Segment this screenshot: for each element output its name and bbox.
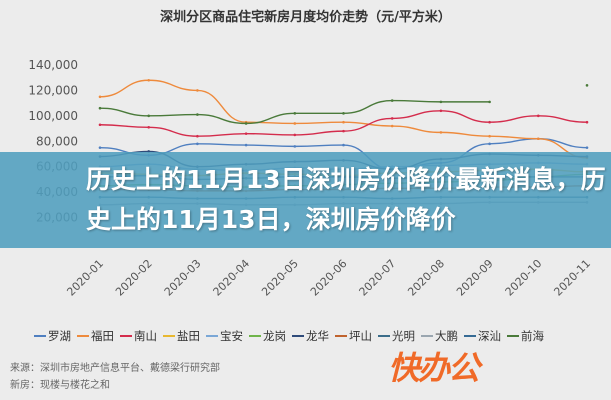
logo: 快办公	[388, 349, 480, 387]
x-tick-label: 2020-05	[259, 257, 301, 299]
x-tick-label: 2020-07	[357, 257, 399, 299]
legend-swatch	[464, 335, 476, 337]
data-point	[98, 95, 102, 99]
legend-item: 盐田	[163, 328, 200, 344]
data-point	[585, 84, 589, 87]
legend-item: 龙岗	[249, 328, 286, 344]
data-point	[342, 120, 345, 124]
x-tick-label: 2020-10	[503, 257, 545, 299]
data-point	[196, 89, 199, 92]
data-point	[390, 117, 394, 120]
y-tick-label: 80,000	[36, 134, 78, 148]
legend-item: 前海	[507, 328, 544, 344]
y-tick-label: 120,000	[28, 83, 78, 97]
legend-item: 罗湖	[34, 328, 71, 344]
legend-item: 宝安	[206, 328, 243, 344]
data-point	[488, 142, 491, 146]
data-point	[98, 146, 102, 149]
data-point	[196, 134, 199, 138]
legend-label: 光明	[392, 329, 415, 343]
x-tick-label: 2020-06	[308, 257, 350, 299]
data-point	[439, 100, 443, 104]
legend-swatch	[206, 335, 218, 337]
x-tick-label: 2020-04	[211, 257, 253, 299]
legend-item: 南山	[120, 328, 157, 344]
title-banner	[0, 152, 611, 248]
y-tick-label: 140,000	[28, 58, 78, 72]
legend-swatch	[249, 335, 261, 337]
legend-swatch	[34, 335, 46, 337]
source-line: 来源：深圳市房地产信息平台、戴德梁行研究部	[10, 363, 220, 374]
chart-title: 深圳分区商品住宅新房月度均价走势（元/平方米）	[160, 10, 451, 25]
data-point	[147, 126, 150, 129]
data-point	[244, 143, 248, 147]
legend-item: 深汕	[464, 328, 501, 344]
new-house-note: 新房：现楼与楼花之和	[10, 380, 110, 391]
data-point	[293, 145, 297, 148]
legend: 罗湖 福田 南山 盐田 宝安 龙岗 龙华 坪山 光明 大鹏 深汕 前海	[34, 328, 544, 344]
legend-swatch	[292, 335, 304, 337]
data-point	[585, 146, 589, 149]
data-point	[244, 122, 248, 125]
data-point	[488, 120, 491, 124]
legend-label: 龙华	[306, 329, 329, 343]
x-tick-label: 2020-01	[64, 257, 106, 299]
data-point	[537, 114, 540, 118]
legend-label: 龙岗	[263, 329, 286, 343]
legend-swatch	[421, 335, 433, 337]
data-point	[439, 109, 443, 113]
x-tick-label: 2020-08	[405, 257, 447, 299]
data-point	[293, 122, 297, 125]
data-point	[488, 100, 491, 104]
legend-item: 坪山	[335, 328, 372, 344]
data-point	[98, 106, 102, 110]
legend-label: 福田	[91, 329, 114, 343]
source-note: 来源：深圳市房地产信息平台、戴德梁行研究部 新房：现楼与楼花之和	[10, 360, 220, 394]
legend-item: 福田	[77, 328, 114, 344]
data-point	[244, 132, 248, 135]
data-point	[342, 143, 345, 147]
data-point	[439, 131, 443, 134]
data-point	[390, 124, 394, 128]
legend-label: 罗湖	[48, 329, 71, 343]
data-point	[196, 142, 199, 146]
y-tick-label: 100,000	[28, 109, 78, 123]
x-tick-label: 2020-09	[454, 257, 496, 299]
legend-swatch	[378, 335, 390, 337]
data-point	[98, 123, 102, 127]
legend-label: 坪山	[349, 329, 372, 343]
data-point	[147, 114, 150, 118]
legend-swatch	[120, 335, 132, 337]
data-point	[342, 129, 345, 133]
legend-swatch	[77, 335, 89, 337]
data-point	[390, 99, 394, 102]
data-point	[342, 112, 345, 115]
data-point	[488, 134, 491, 138]
data-point	[147, 78, 150, 82]
legend-swatch	[163, 335, 175, 337]
legend-label: 盐田	[177, 329, 200, 343]
legend-swatch	[507, 335, 519, 337]
data-point	[196, 113, 199, 116]
data-point	[293, 133, 297, 137]
legend-swatch	[335, 335, 347, 337]
x-tick-label: 2020-11	[551, 257, 593, 299]
legend-label: 南山	[134, 329, 157, 343]
legend-item: 大鹏	[421, 328, 458, 344]
data-point	[537, 137, 540, 141]
legend-item: 龙华	[292, 328, 329, 344]
data-point	[293, 112, 297, 115]
legend-label: 前海	[521, 329, 544, 343]
legend-label: 宝安	[220, 329, 243, 343]
legend-label: 大鹏	[435, 329, 458, 343]
legend-item: 光明	[378, 328, 415, 344]
data-point	[585, 120, 589, 124]
article-title[interactable]: 历史上的11月13日深圳房价降价最新消息，历史上的11月13日，深圳房价降价	[86, 165, 606, 234]
x-tick-label: 2020-03	[162, 257, 204, 299]
legend-label: 深汕	[478, 329, 501, 343]
x-tick-label: 2020-02	[113, 257, 155, 299]
